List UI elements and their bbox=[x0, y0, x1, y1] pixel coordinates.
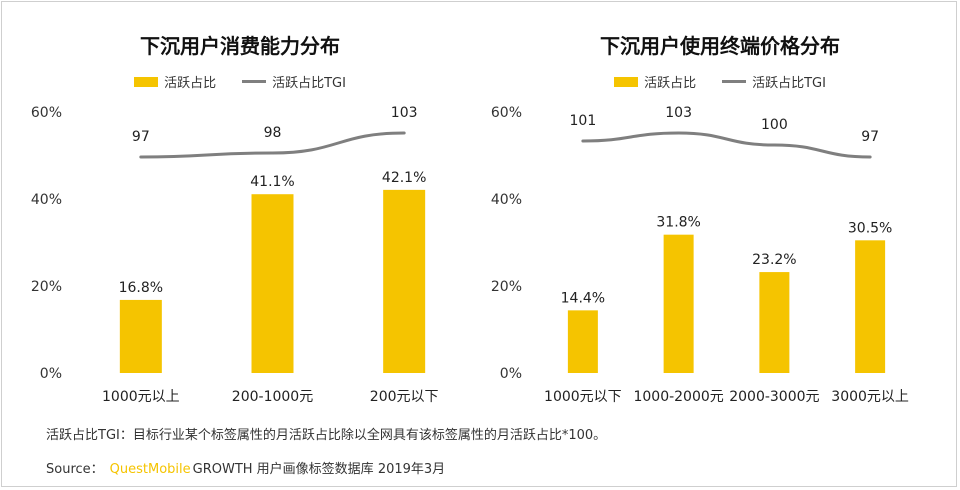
tgi-value-label: 97 bbox=[861, 129, 879, 145]
legend-item-bar: 活跃占比 bbox=[614, 72, 696, 91]
legend-bar-label: 活跃占比 bbox=[164, 76, 217, 91]
y-tick-label: 20% bbox=[491, 279, 522, 295]
tgi-value-label: 101 bbox=[570, 113, 597, 129]
x-tick-label: 200元以下 bbox=[370, 389, 439, 405]
source-prefix: Source： bbox=[46, 462, 104, 477]
x-tick-label: 3000元以上 bbox=[831, 389, 909, 405]
legend-bar-swatch bbox=[614, 76, 639, 87]
x-tick-label: 200-1000元 bbox=[232, 389, 313, 405]
bar-value-label: 31.8% bbox=[656, 215, 700, 231]
bar-value-label: 42.1% bbox=[382, 170, 426, 186]
y-tick-label: 0% bbox=[40, 366, 62, 382]
bar bbox=[855, 240, 886, 373]
bar-value-label: 14.4% bbox=[561, 290, 605, 306]
bar bbox=[759, 272, 790, 373]
x-tick-label: 2000-3000元 bbox=[729, 389, 819, 405]
bar bbox=[663, 234, 694, 373]
chart-panel-consumption: 下沉用户消费能力分布 活跃占比 活跃占比TGI 0% 20% 40% 60% 16.8%… bbox=[0, 0, 480, 420]
chart-title: 下沉用户消费能力分布 bbox=[140, 34, 340, 58]
chart-plot-device-price: 0% 20% 40% 60% 14.4% 31.8% 23.2% 30.5% 1000元以下 10… bbox=[491, 105, 909, 405]
legend-item-bar: 活跃占比 bbox=[134, 72, 216, 91]
y-tick-label: 0% bbox=[500, 366, 522, 382]
tgi-line bbox=[581, 131, 872, 159]
legend-line-label: 活跃占比TGI bbox=[752, 76, 826, 91]
chart-title: 下沉用户使用终端价格分布 bbox=[600, 34, 840, 58]
chart-plot-consumption: 0% 20% 40% 60% 16.8% 41.1% 42.1% 1000元以上 200-100… bbox=[31, 105, 439, 405]
legend-item-line: 活跃占比TGI bbox=[242, 72, 346, 91]
tgi-footnote: 活跃占比TGI：目标行业某个标签属性的月活跃占比除以全网具有该标签属性的月活跃占… bbox=[46, 428, 607, 443]
bar-value-label: 23.2% bbox=[752, 252, 796, 268]
bar bbox=[567, 310, 598, 373]
bar-value-label: 30.5% bbox=[848, 220, 892, 236]
tgi-value-label: 98 bbox=[264, 125, 282, 141]
tgi-value-label: 103 bbox=[665, 105, 692, 121]
bar-value-label: 16.8% bbox=[119, 280, 163, 296]
chart-panel-device-price: 下沉用户使用终端价格分布 活跃占比 活跃占比TGI 0% 20% 40% 60% 14.… bbox=[480, 0, 960, 420]
tgi-value-label: 97 bbox=[132, 129, 150, 145]
legend-line-swatch bbox=[722, 80, 747, 83]
bar bbox=[119, 299, 162, 373]
bar bbox=[251, 194, 294, 373]
chart-legend: 活跃占比 活跃占比TGI bbox=[0, 72, 480, 91]
legend-item-line: 活跃占比TGI bbox=[722, 72, 826, 91]
tgi-value-label: 103 bbox=[391, 105, 418, 121]
x-tick-label: 1000-2000元 bbox=[633, 389, 723, 405]
bar bbox=[383, 189, 426, 373]
legend-bar-label: 活跃占比 bbox=[644, 76, 697, 91]
y-tick-label: 40% bbox=[491, 192, 522, 208]
y-tick-label: 60% bbox=[491, 105, 522, 121]
tgi-line bbox=[139, 131, 406, 159]
bar-value-label: 41.1% bbox=[250, 174, 294, 190]
chart-legend: 活跃占比 活跃占比TGI bbox=[480, 72, 960, 91]
source-brand: QuestMobile bbox=[109, 462, 191, 477]
y-tick-label: 40% bbox=[31, 192, 62, 208]
source-line: Source： QuestMobile GROWTH 用户画像标签数据库 201… bbox=[46, 458, 445, 477]
y-tick-label: 20% bbox=[31, 279, 62, 295]
x-tick-label: 1000元以下 bbox=[544, 389, 622, 405]
y-tick-label: 60% bbox=[31, 105, 62, 121]
legend-bar-swatch bbox=[134, 76, 159, 87]
tgi-value-label: 100 bbox=[761, 117, 788, 133]
legend-line-swatch bbox=[242, 80, 267, 83]
legend-line-label: 活跃占比TGI bbox=[272, 76, 346, 91]
x-tick-label: 1000元以上 bbox=[102, 389, 180, 405]
source-rest: GROWTH 用户画像标签数据库 2019年3月 bbox=[192, 462, 446, 477]
